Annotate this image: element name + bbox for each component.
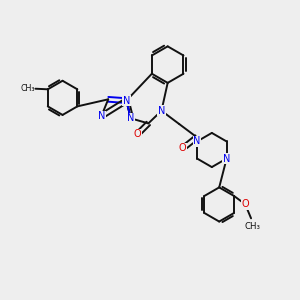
Text: N: N xyxy=(127,113,134,123)
Text: N: N xyxy=(123,96,130,106)
Text: O: O xyxy=(179,143,187,153)
Text: N: N xyxy=(158,106,165,116)
Text: N: N xyxy=(127,113,134,123)
Text: O: O xyxy=(134,129,141,139)
Text: N: N xyxy=(223,154,230,164)
Text: N: N xyxy=(98,111,105,121)
Text: CH₃: CH₃ xyxy=(244,222,260,231)
Text: CH₃: CH₃ xyxy=(21,84,35,93)
Text: N: N xyxy=(194,136,201,146)
Text: O: O xyxy=(242,199,249,209)
